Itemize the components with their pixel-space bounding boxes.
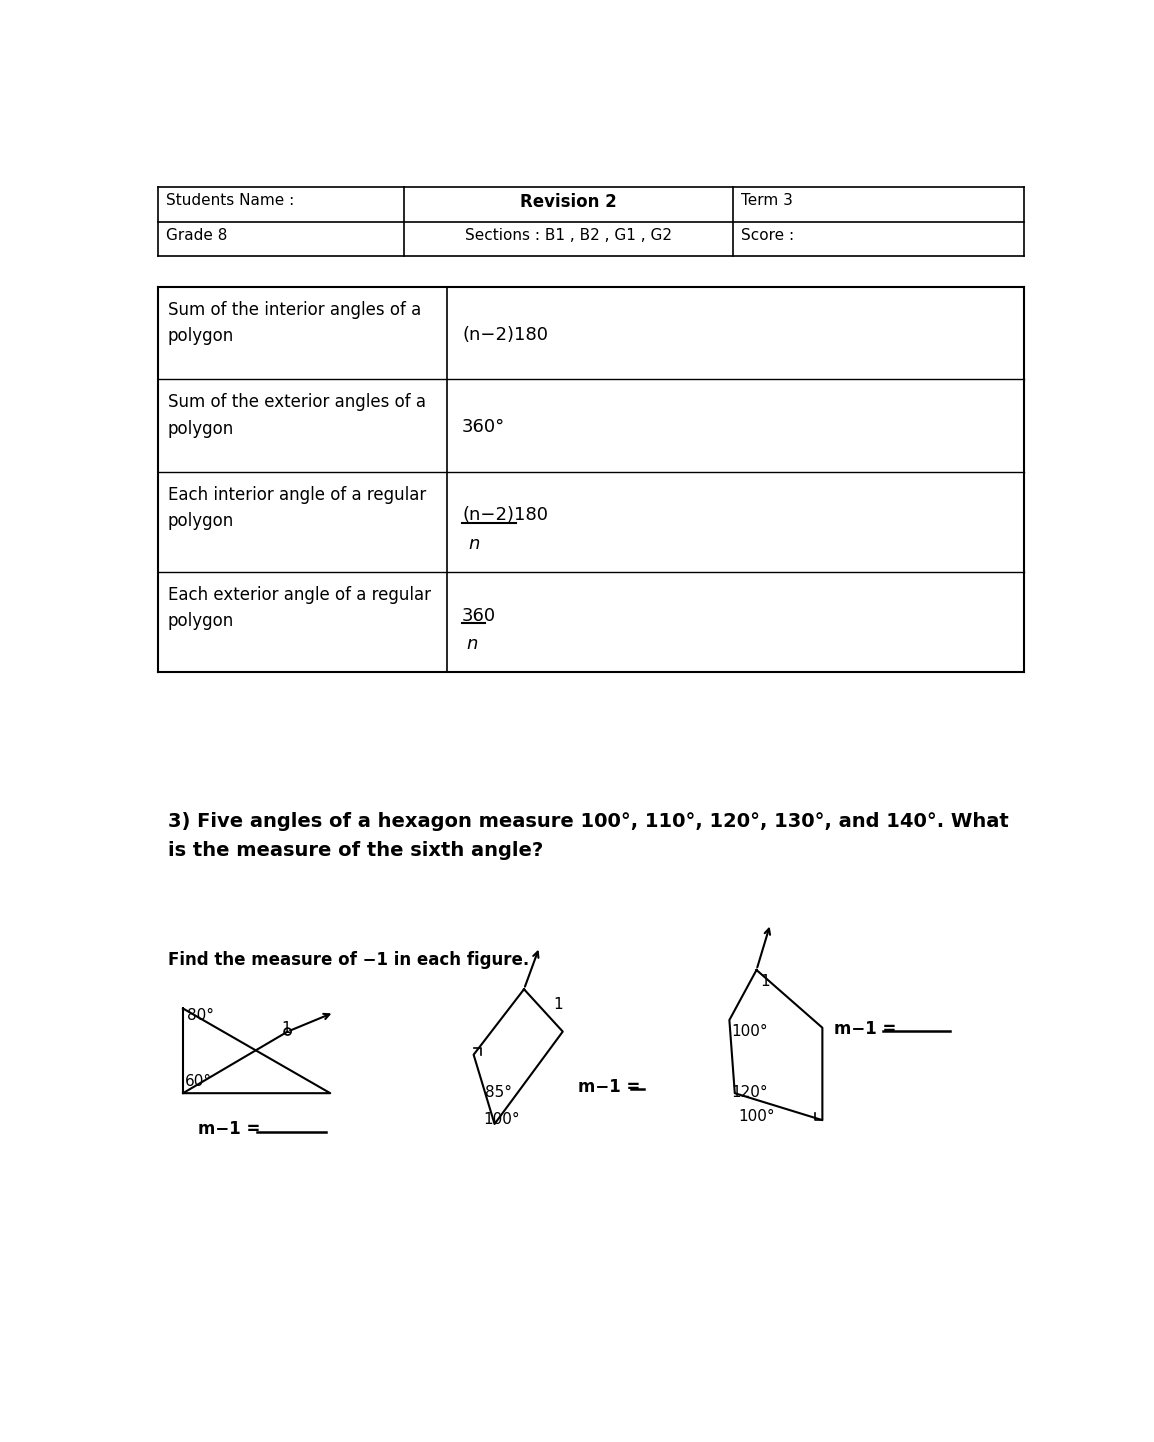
Text: 3) Five angles of a hexagon measure 100°, 110°, 120°, 130°, and 140°. What: 3) Five angles of a hexagon measure 100°… <box>167 812 1009 831</box>
Text: Sum of the interior angles of a
polygon: Sum of the interior angles of a polygon <box>167 301 421 345</box>
Text: Term 3: Term 3 <box>741 193 793 208</box>
Text: m−1 =: m−1 = <box>578 1077 646 1096</box>
Text: Each interior angle of a regular
polygon: Each interior angle of a regular polygon <box>167 486 426 531</box>
Text: m−1 =: m−1 = <box>834 1019 897 1038</box>
Text: (n−2)180: (n−2)180 <box>462 506 548 525</box>
Text: n: n <box>469 535 480 552</box>
Text: m−1 =: m−1 = <box>198 1120 267 1138</box>
Text: 100°: 100° <box>739 1109 775 1123</box>
Text: 100°: 100° <box>484 1112 520 1128</box>
Text: Find the measure of −1 in each figure.: Find the measure of −1 in each figure. <box>167 950 529 969</box>
Text: 60°: 60° <box>185 1074 211 1089</box>
Text: is the measure of the sixth angle?: is the measure of the sixth angle? <box>167 841 542 861</box>
Text: 1: 1 <box>282 1021 291 1035</box>
Text: Grade 8: Grade 8 <box>166 228 227 242</box>
Text: 120°: 120° <box>732 1086 769 1100</box>
Text: 1: 1 <box>554 996 563 1012</box>
Text: 1: 1 <box>760 973 770 989</box>
Text: n: n <box>466 634 478 653</box>
Text: Sum of the exterior angles of a
polygon: Sum of the exterior angles of a polygon <box>167 394 426 438</box>
Text: Revision 2: Revision 2 <box>520 193 617 211</box>
Text: Score :: Score : <box>741 228 794 242</box>
Text: 85°: 85° <box>485 1084 512 1100</box>
Text: Students Name :: Students Name : <box>166 193 294 208</box>
Text: 100°: 100° <box>732 1024 769 1038</box>
Text: Sections : B1 , B2 , G1 , G2: Sections : B1 , B2 , G1 , G2 <box>465 228 672 242</box>
Text: 360: 360 <box>462 607 496 624</box>
Text: (n−2)180: (n−2)180 <box>462 326 548 343</box>
Text: 360°: 360° <box>462 418 505 435</box>
Text: Each exterior angle of a regular
polygon: Each exterior angle of a regular polygon <box>167 585 430 630</box>
Text: 80°: 80° <box>187 1008 213 1024</box>
